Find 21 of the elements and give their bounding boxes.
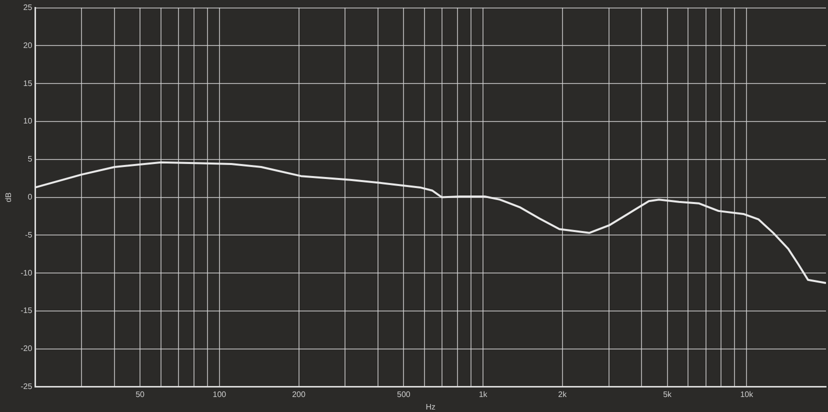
y-tick-label: -5	[25, 230, 33, 240]
y-tick-label: 0	[28, 192, 33, 202]
x-tick-label: 10k	[740, 390, 754, 399]
y-tick-label: 25	[23, 3, 33, 12]
x-tick-label: 200	[292, 390, 306, 399]
x-tick-label: 100	[212, 390, 227, 399]
y-tick-label: 15	[23, 78, 33, 88]
y-tick-label: -15	[20, 306, 33, 316]
y-tick-label: -25	[20, 382, 33, 392]
y-tick-label: 5	[28, 154, 33, 164]
x-tick-label: 2k	[558, 390, 568, 399]
x-tick-label: 5k	[663, 390, 673, 399]
x-tick-label: 50	[136, 390, 146, 399]
y-axis-title: dB	[4, 192, 14, 202]
y-tick-label: 20	[23, 40, 33, 50]
x-tick-label: 1k	[478, 390, 488, 399]
x-axis-title: Hz	[426, 402, 436, 412]
x-tick-label: 500	[396, 390, 411, 399]
y-tick-label: -10	[20, 268, 33, 278]
y-tick-label: -20	[20, 344, 33, 354]
y-tick-label: 10	[23, 116, 33, 126]
